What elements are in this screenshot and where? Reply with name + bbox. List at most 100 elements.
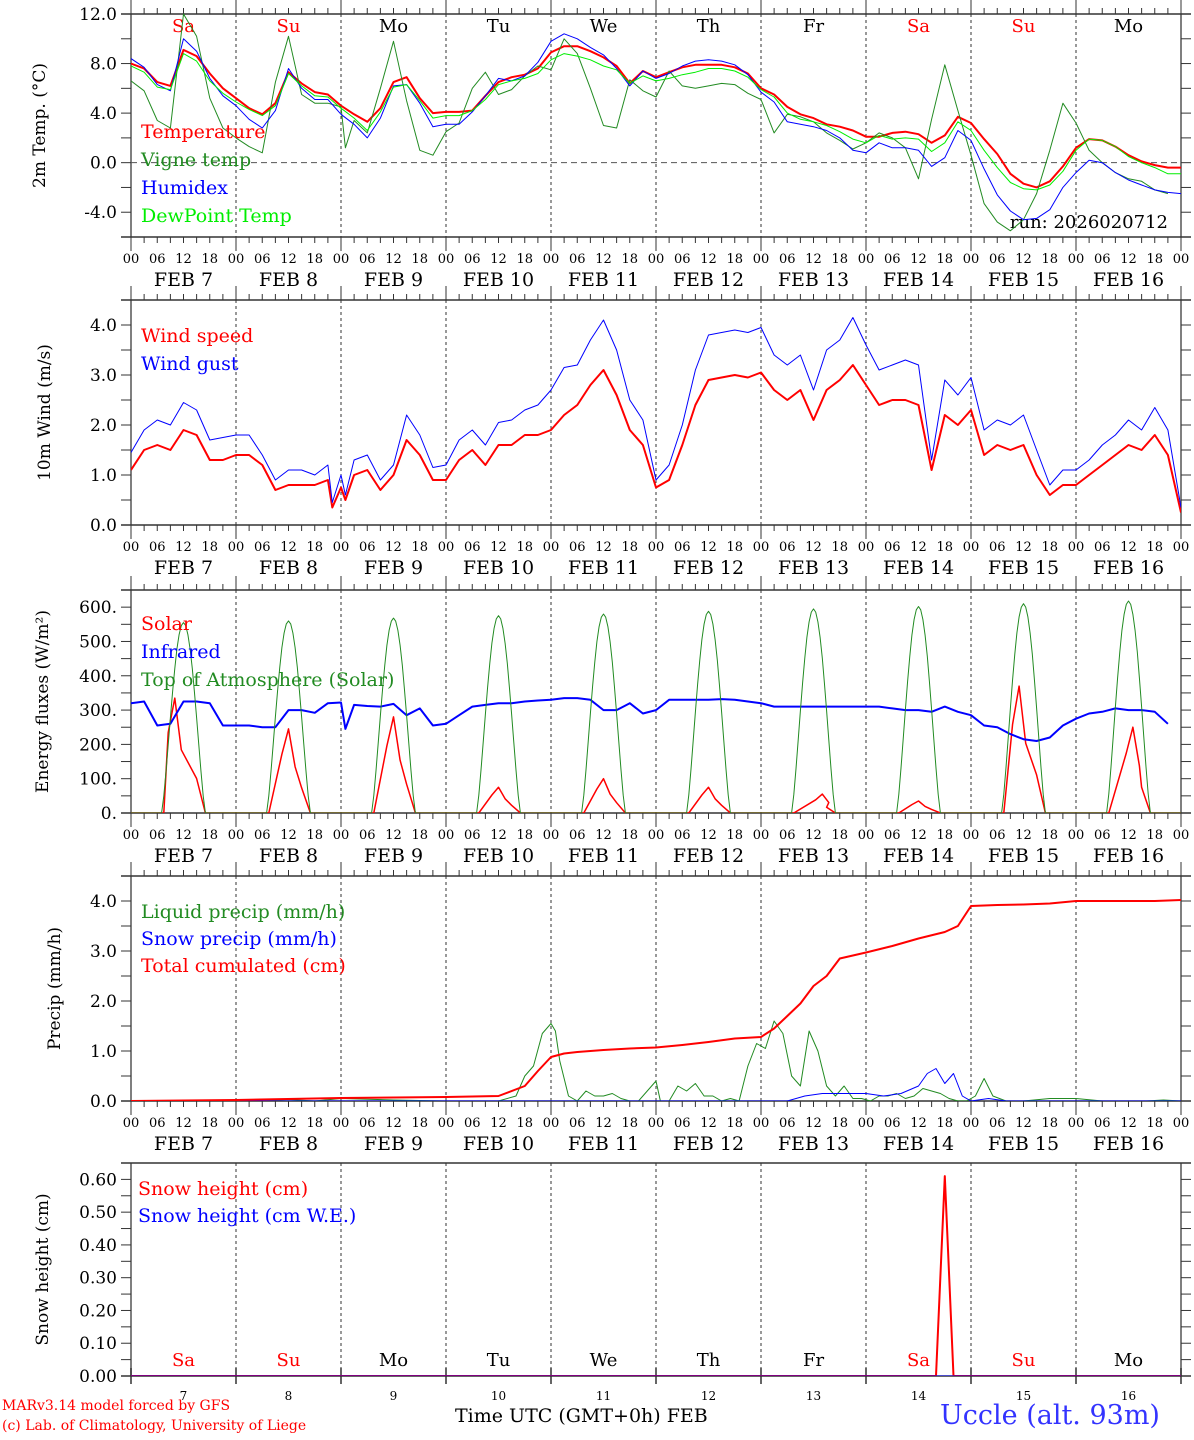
y-tick-label: 0.0	[90, 1092, 117, 1112]
x-date-label: FEB 16	[1093, 845, 1164, 867]
run-label: run: 2026020712	[1010, 212, 1168, 233]
y-tick-label: -4.0	[84, 203, 117, 223]
x-date-label: FEB 7	[154, 1133, 213, 1155]
x-hour-label: 18	[831, 252, 848, 267]
x-hour-label: 12	[280, 252, 297, 267]
x-hour-label: 12	[280, 1116, 297, 1131]
x-hour-label: 12	[1015, 828, 1032, 843]
weekday-label: Fr	[803, 16, 824, 37]
series-line-solar	[131, 685, 1181, 813]
x-hour-label: 00	[1068, 828, 1085, 843]
x-hour-label: 12	[1015, 252, 1032, 267]
x-hour-label: 06	[674, 1116, 691, 1131]
legend-entry: Snow height (cm W.E.)	[138, 1205, 356, 1227]
x-date-label: FEB 11	[568, 269, 639, 291]
y-tick-label: 3.0	[90, 942, 117, 962]
weekday-label: Su	[1012, 16, 1036, 37]
x-hour-label: 00	[858, 828, 875, 843]
x-date-label: 7	[180, 1389, 188, 1403]
x-date-label: FEB 10	[463, 1133, 534, 1155]
x-date-label: FEB 9	[364, 557, 423, 579]
x-hour-label: 00	[333, 1116, 350, 1131]
weekday-label: Mo	[379, 16, 408, 37]
x-hour-label: 18	[831, 540, 848, 555]
x-hour-label: 06	[1094, 252, 1111, 267]
x-hour-label: 12	[805, 828, 822, 843]
x-hour-label: 12	[1120, 1116, 1137, 1131]
x-hour-label: 12	[1120, 828, 1137, 843]
x-hour-label: 18	[936, 828, 953, 843]
x-hour-label: 06	[989, 1116, 1006, 1131]
x-hour-label: 00	[858, 540, 875, 555]
y-tick-label: 0.50	[79, 1203, 117, 1223]
x-date-label: 13	[806, 1389, 821, 1403]
weekday-label: Sa	[172, 1350, 195, 1371]
x-hour-label: 18	[411, 828, 428, 843]
x-date-label: FEB 14	[883, 269, 954, 291]
y-tick-label: 500.	[79, 632, 117, 652]
x-hour-label: 18	[936, 540, 953, 555]
legend-entry: DewPoint Temp	[141, 205, 292, 227]
y-axis-title: 2m Temp. (°C)	[30, 63, 50, 188]
x-date-label: FEB 13	[778, 269, 849, 291]
x-hour-label: 00	[438, 828, 455, 843]
plot-area	[131, 600, 1181, 813]
y-tick-label: 0.60	[79, 1170, 117, 1190]
x-date-label: FEB 10	[463, 557, 534, 579]
x-hour-label: 06	[1094, 828, 1111, 843]
x-hour-label: 12	[805, 540, 822, 555]
x-hour-label: 00	[333, 252, 350, 267]
x-hour-label: 06	[464, 828, 481, 843]
x-hour-label: 06	[779, 252, 796, 267]
legend-entry: Wind speed	[141, 325, 253, 347]
x-hour-label: 12	[1120, 540, 1137, 555]
plot-area	[131, 899, 1181, 1101]
x-hour-label: 12	[910, 1116, 927, 1131]
y-tick-label: 0.00	[79, 1367, 117, 1387]
x-hour-label: 12	[910, 540, 927, 555]
plot-area	[131, 317, 1181, 513]
x-hour-label: 00	[963, 1116, 980, 1131]
x-hour-label: 00	[753, 1116, 770, 1131]
x-hour-label: 18	[1041, 1116, 1058, 1131]
x-hour-label: 06	[254, 252, 271, 267]
x-hour-label: 18	[1146, 540, 1163, 555]
x-hour-label: 06	[359, 1116, 376, 1131]
x-hour-label: 00	[228, 252, 245, 267]
x-hour-label: 12	[385, 540, 402, 555]
x-hour-label: 18	[621, 252, 638, 267]
x-date-label: FEB 16	[1093, 1133, 1164, 1155]
x-hour-label: 18	[516, 828, 533, 843]
x-hour-label: 18	[726, 540, 743, 555]
x-hour-label: 12	[175, 828, 192, 843]
x-date-label: FEB 9	[364, 1133, 423, 1155]
x-hour-label: 18	[726, 828, 743, 843]
x-hour-label: 06	[989, 828, 1006, 843]
x-hour-label: 00	[228, 828, 245, 843]
legend-entry: Snow height (cm)	[138, 1178, 308, 1200]
y-tick-label: 0.0	[90, 516, 117, 536]
x-date-label: FEB 7	[154, 557, 213, 579]
x-hour-label: 12	[175, 252, 192, 267]
x-date-label: FEB 14	[883, 1133, 954, 1155]
x-hour-label: 18	[201, 540, 218, 555]
x-date-label: 16	[1121, 1389, 1136, 1403]
series-line-total-cumulated-cm-	[131, 899, 1181, 1101]
x-hour-label: 18	[621, 828, 638, 843]
x-hour-label: 06	[359, 828, 376, 843]
x-hour-label: 12	[175, 1116, 192, 1131]
y-tick-label: 4.0	[90, 892, 117, 912]
weekday-label: Su	[277, 16, 301, 37]
x-date-label: FEB 8	[259, 1133, 318, 1155]
x-hour-label: 06	[779, 828, 796, 843]
x-hour-label: 12	[700, 1116, 717, 1131]
y-tick-label: 2.0	[90, 416, 117, 436]
x-date-label: FEB 8	[259, 557, 318, 579]
x-date-label: FEB 8	[259, 845, 318, 867]
x-hour-label: 18	[516, 252, 533, 267]
x-hour-label: 06	[254, 540, 271, 555]
weekday-label: Su	[277, 1350, 301, 1371]
weekday-label: Tu	[487, 1350, 511, 1371]
series-line-wind-gust	[131, 317, 1181, 508]
x-date-label: FEB 11	[568, 845, 639, 867]
